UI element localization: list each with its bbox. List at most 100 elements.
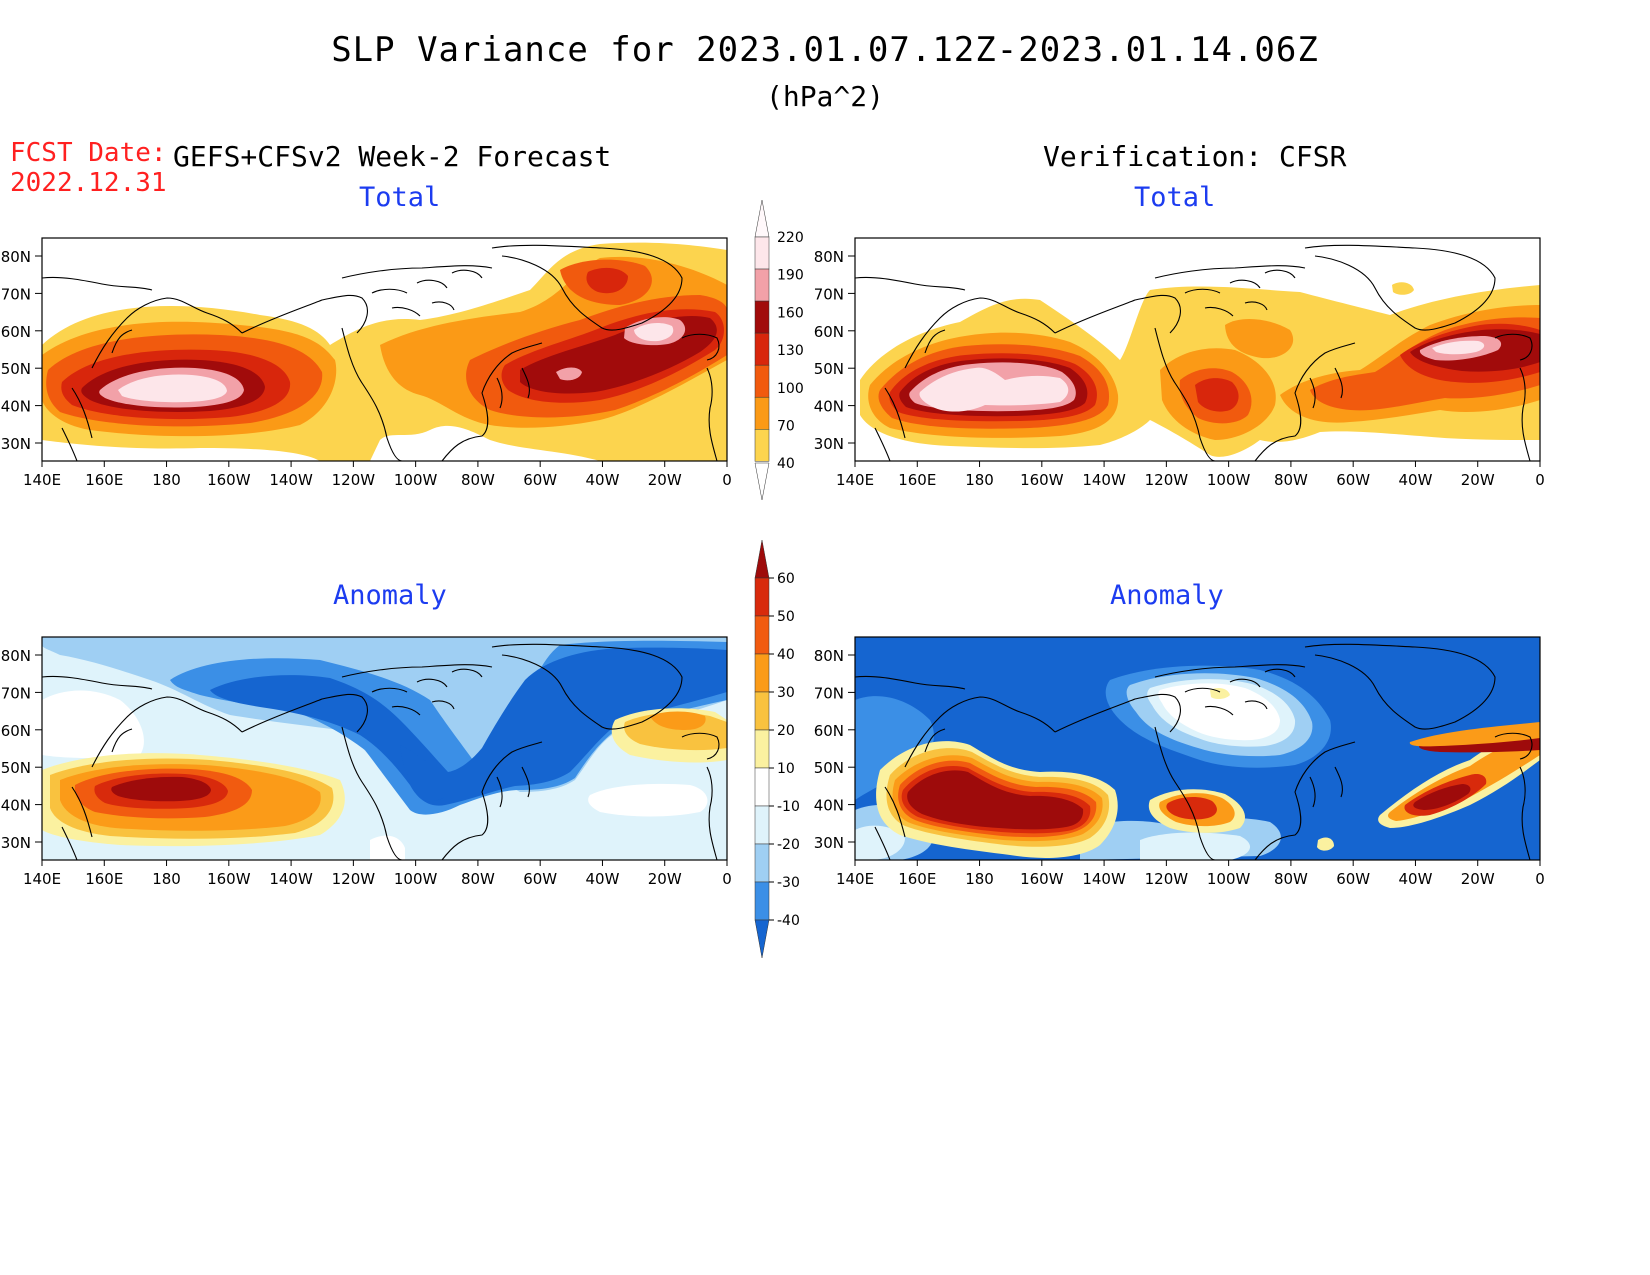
contour-pos30-atl-n bbox=[1409, 722, 1540, 747]
lat-tick-label: 70N bbox=[1, 285, 31, 303]
contour-pos60 bbox=[111, 776, 211, 802]
contour-220-atl bbox=[1432, 340, 1485, 355]
lat-tick-label: 80N bbox=[814, 248, 844, 266]
anomaly-colorbar-label: 30 bbox=[777, 685, 795, 701]
anomaly-colorbar-label: 20 bbox=[777, 723, 795, 739]
lon-tick-label: 20W bbox=[1461, 870, 1495, 888]
anomaly-colorbar-swatch bbox=[754, 653, 770, 693]
lon-tick-label: 160W bbox=[1020, 870, 1064, 888]
lat-tick-label: 60N bbox=[1, 722, 31, 740]
lon-tick-label: 140W bbox=[1082, 870, 1126, 888]
panel-title-anomaly-forecast: Anomaly bbox=[333, 580, 447, 611]
lon-tick-label: 180 bbox=[152, 471, 181, 489]
lat-tick-label: 30N bbox=[1, 435, 31, 453]
lon-tick-label: 100W bbox=[1207, 471, 1251, 489]
lon-tick-label: 120W bbox=[332, 471, 376, 489]
lon-tick-label: 160E bbox=[898, 471, 936, 489]
lat-tick-label: 40N bbox=[814, 398, 844, 416]
total-colorbar-label: 40 bbox=[777, 456, 795, 472]
total-colorbar-label: 190 bbox=[777, 268, 804, 284]
total-colorbar-label: 220 bbox=[777, 230, 804, 246]
lon-tick-label: 0 bbox=[1535, 471, 1545, 489]
coastlines bbox=[41, 244, 1533, 861]
anomaly-colorbar-swatch bbox=[754, 881, 770, 921]
lon-tick-label: 160E bbox=[85, 471, 123, 489]
units-label: (hPa^2) bbox=[765, 80, 884, 113]
total-colorbar-label: 70 bbox=[777, 419, 795, 435]
anomaly-colorbar-swatch bbox=[754, 729, 770, 769]
lon-tick-label: 80W bbox=[461, 471, 495, 489]
page-title: SLP Variance for 2023.01.07.12Z-2023.01.… bbox=[331, 30, 1319, 70]
total-colorbar-swatch bbox=[754, 236, 770, 270]
lon-tick-label: 60W bbox=[523, 471, 557, 489]
forecast-date-value: 2022.12.31 bbox=[10, 168, 167, 198]
frame-forecast-total bbox=[41, 237, 728, 462]
anomaly-colorbar-swatch bbox=[754, 767, 770, 807]
lon-tick-label: 180 bbox=[965, 471, 994, 489]
lon-tick-label: 140E bbox=[23, 870, 61, 888]
panel-title-total-verification: Total bbox=[1134, 182, 1216, 213]
total-colorbar-swatch bbox=[754, 364, 770, 398]
lon-tick-label: 40W bbox=[585, 471, 619, 489]
anomaly-colorbar-label: 60 bbox=[777, 571, 795, 587]
contour-pos50-b bbox=[1166, 797, 1217, 820]
forecast-date-block: FCST Date: 2022.12.31 bbox=[10, 138, 167, 198]
lon-tick-label: 20W bbox=[648, 471, 682, 489]
lon-tick-label: 40W bbox=[585, 870, 619, 888]
lon-tick-label: 20W bbox=[648, 870, 682, 888]
lat-tick-label: 70N bbox=[1, 684, 31, 702]
anomaly-colorbar-swatch bbox=[754, 539, 770, 579]
total-colorbar-swatch bbox=[754, 332, 770, 366]
forecast-date-label: FCST Date: bbox=[10, 138, 167, 168]
lon-tick-label: 120W bbox=[1145, 471, 1189, 489]
lon-tick-label: 160W bbox=[207, 471, 251, 489]
panel-title-total-forecast: Total bbox=[359, 182, 441, 213]
lon-tick-label: 100W bbox=[1207, 870, 1251, 888]
lon-tick-label: 100W bbox=[394, 471, 438, 489]
total-colorbar-swatch bbox=[754, 396, 770, 430]
contour-pos60 bbox=[907, 770, 1084, 830]
anomaly-colorbar-label: 50 bbox=[777, 609, 795, 625]
verification-subtitle: Verification: CFSR bbox=[1043, 140, 1347, 173]
contour-70-na2 bbox=[1225, 318, 1294, 359]
lon-tick-label: 160E bbox=[898, 870, 936, 888]
lon-tick-label: 120W bbox=[1145, 870, 1189, 888]
anomaly-colorbar-swatch bbox=[754, 919, 770, 959]
lon-tick-label: 140E bbox=[23, 471, 61, 489]
lat-tick-label: 60N bbox=[814, 323, 844, 341]
anomaly-colorbar-label: -40 bbox=[777, 913, 800, 929]
anomaly-colorbar-swatch bbox=[754, 615, 770, 655]
lon-tick-label: 160W bbox=[207, 870, 251, 888]
lon-tick-label: 180 bbox=[965, 870, 994, 888]
contour-neg40 bbox=[210, 647, 727, 806]
total-colorbar-swatch bbox=[754, 300, 770, 334]
anomaly-colorbar-label: -20 bbox=[777, 837, 800, 853]
lat-tick-label: 60N bbox=[1, 323, 31, 341]
contour-neg10-sw bbox=[855, 825, 905, 860]
coastline-panel-4 bbox=[854, 643, 1533, 861]
lon-tick-label: 60W bbox=[1336, 870, 1370, 888]
total-colorbar-cap bbox=[754, 462, 770, 501]
lon-tick-label: 80W bbox=[461, 870, 495, 888]
lat-tick-label: 80N bbox=[814, 647, 844, 665]
anomaly-colorbar-swatch bbox=[754, 805, 770, 845]
lon-tick-label: 140E bbox=[836, 870, 874, 888]
contour-130-greenland bbox=[586, 267, 628, 294]
contour-neg10 bbox=[42, 690, 144, 759]
map-verification-total bbox=[855, 238, 1540, 461]
lat-tick-label: 30N bbox=[814, 834, 844, 852]
panel-title-anomaly-verification: Anomaly bbox=[1110, 580, 1224, 611]
lon-tick-label: 40W bbox=[1398, 471, 1432, 489]
anomaly-colorbar-label: 40 bbox=[777, 647, 795, 663]
lon-tick-label: 20W bbox=[1461, 471, 1495, 489]
lat-tick-label: 50N bbox=[1, 360, 31, 378]
anomaly-colorbar-label: -30 bbox=[777, 875, 800, 891]
lon-tick-label: 40W bbox=[1398, 870, 1432, 888]
lat-tick-label: 40N bbox=[1, 797, 31, 815]
lon-tick-label: 80W bbox=[1274, 870, 1308, 888]
contour-neg30-edges bbox=[855, 696, 934, 800]
contour-neg10-atl bbox=[588, 783, 708, 817]
contour-pos10-ne bbox=[1210, 687, 1230, 700]
anomaly-colorbar-label: 10 bbox=[777, 761, 795, 777]
